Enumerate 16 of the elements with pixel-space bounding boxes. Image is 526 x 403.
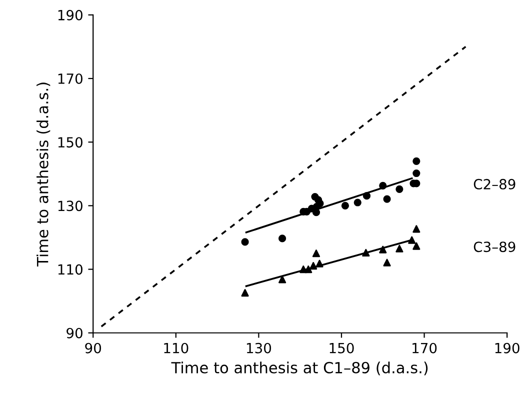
y-tick-label: 110 xyxy=(58,264,82,275)
x-tick-label: 190 xyxy=(495,342,520,354)
y-tick-label: 190 xyxy=(58,10,82,20)
x-tick-label: 130 xyxy=(246,342,272,354)
x-tick-label: 150 xyxy=(330,342,354,354)
text: C3–89 xyxy=(474,242,516,252)
x-axis-title: Time to anthesis at C1–89 (d.a.s.) xyxy=(171,362,428,376)
y-tick-label: 90 xyxy=(66,328,82,338)
x-tick-label: 170 xyxy=(412,342,437,354)
x-tick-label: 110 xyxy=(164,342,188,354)
text: C2–89 xyxy=(474,178,516,190)
y-tick-label: 170 xyxy=(58,73,82,84)
y-tick-label: 150 xyxy=(58,137,82,148)
y-axis-title: Time to anthesis (d.a.s.) xyxy=(36,82,50,266)
y-tick-label: 130 xyxy=(58,200,82,212)
x-tick-label: 90 xyxy=(85,342,102,354)
